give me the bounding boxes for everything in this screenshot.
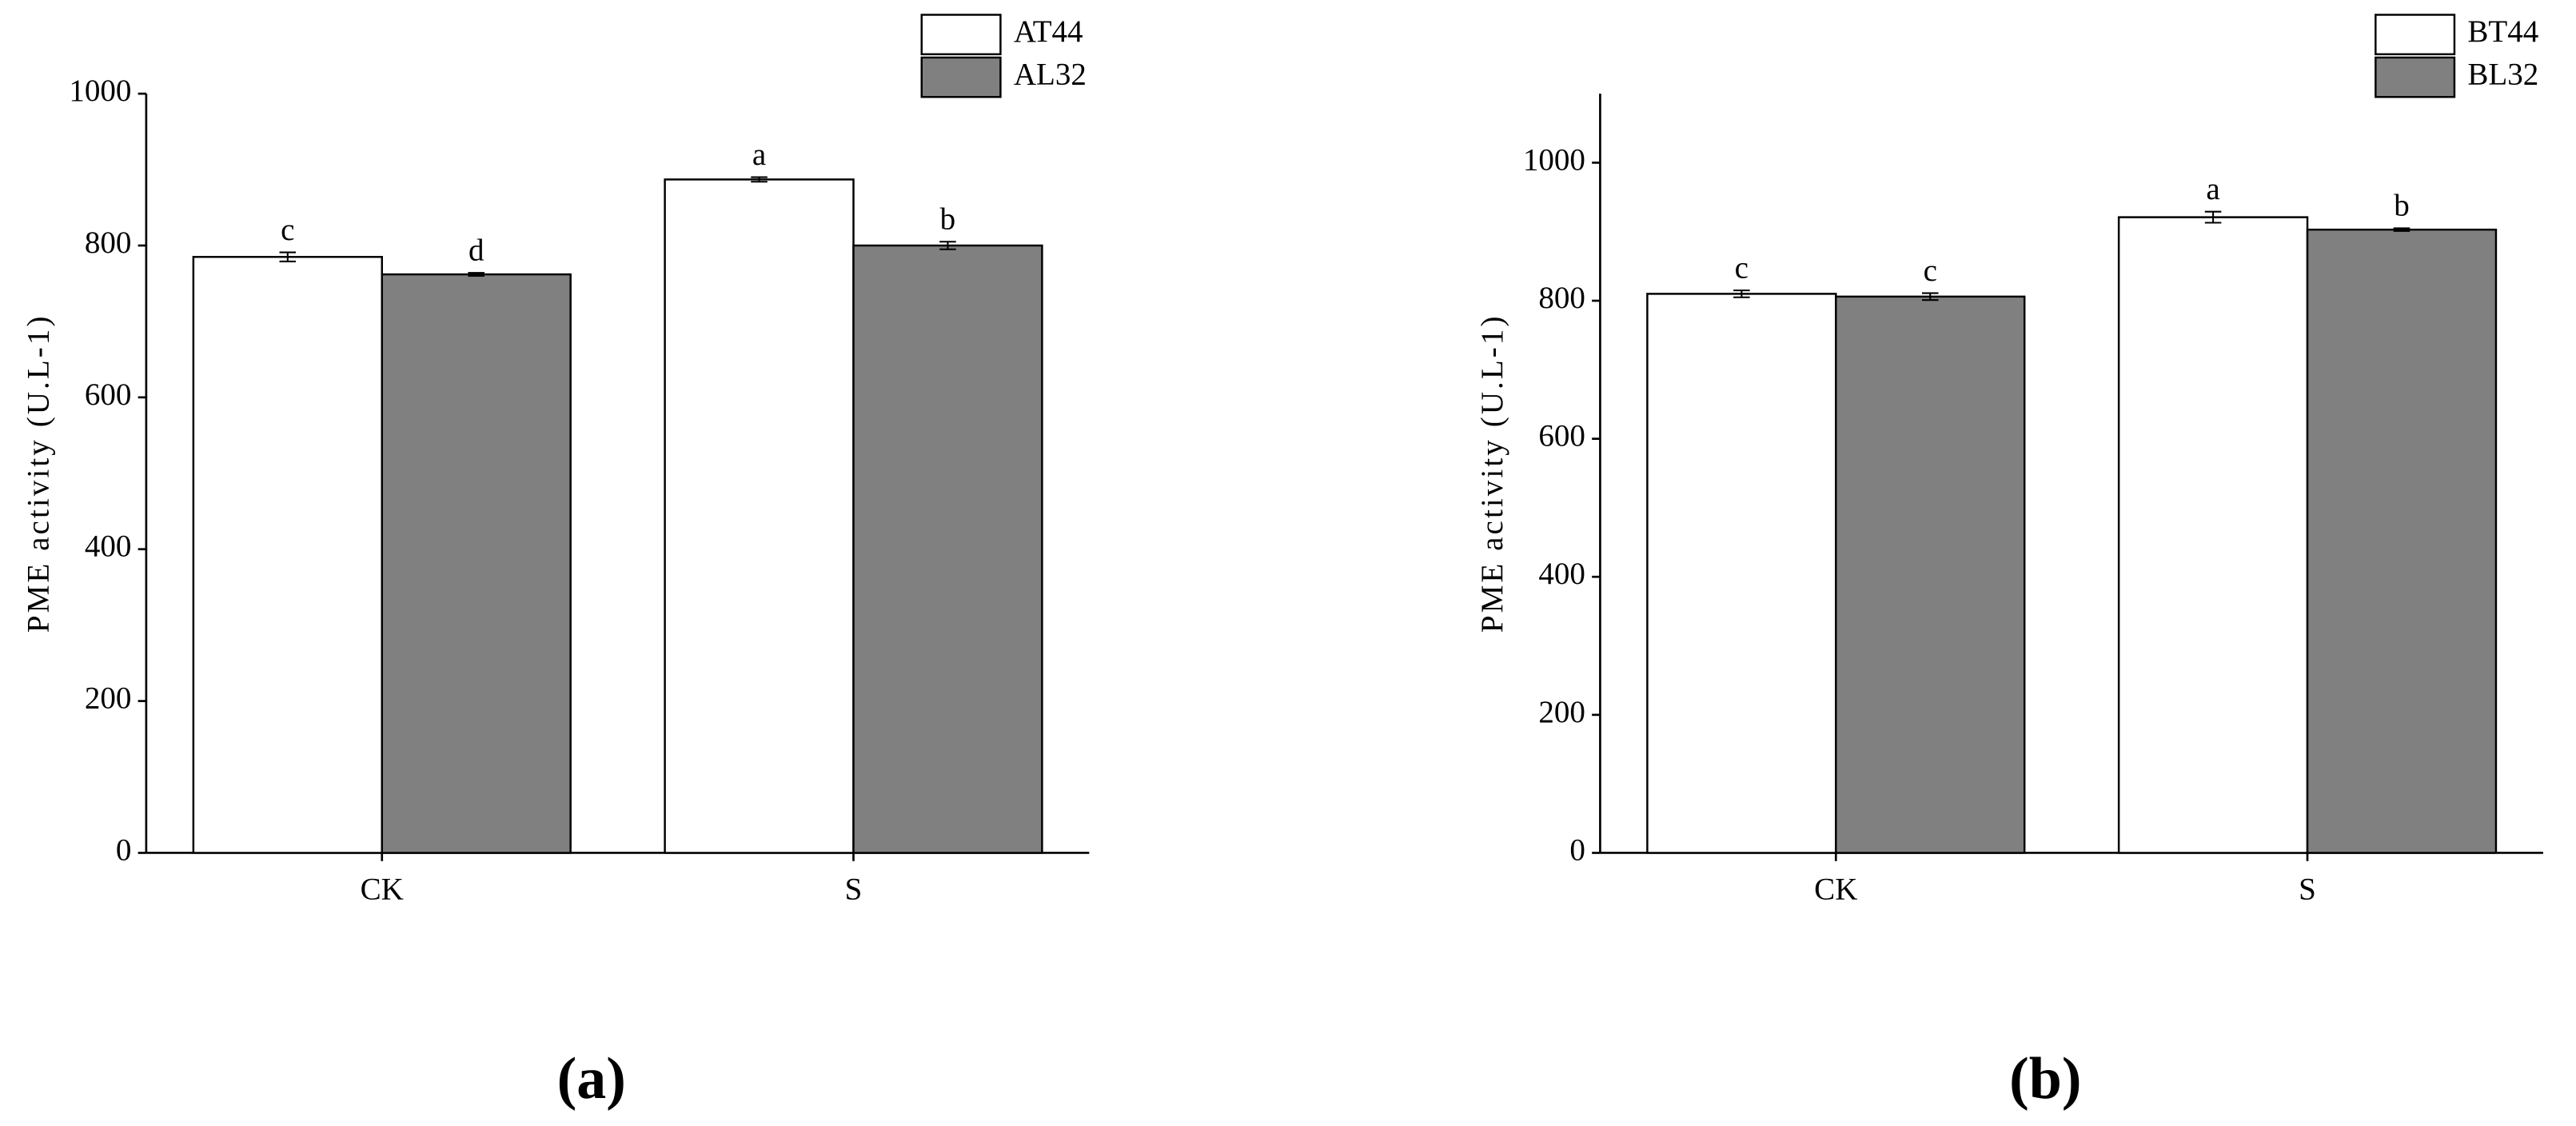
- x-tick-label: S: [2299, 872, 2316, 907]
- legend-label: AL32: [1014, 58, 1087, 92]
- error-bar: [751, 176, 768, 183]
- x-tick-label: S: [845, 872, 863, 907]
- y-tick-label: 600: [1538, 419, 1585, 453]
- y-tick-label: 800: [85, 226, 132, 260]
- y-tick-label: 1000: [69, 74, 131, 108]
- x-tick-label: CK: [361, 872, 404, 907]
- legend-label: BT44: [2467, 14, 2538, 49]
- x-tick-label: CK: [1814, 872, 1857, 907]
- y-tick-label: 0: [1569, 833, 1585, 867]
- bar: [1646, 293, 1837, 854]
- bar: [2306, 228, 2498, 854]
- y-tick-label: 400: [1538, 557, 1585, 591]
- bar: [2117, 216, 2309, 854]
- significance-label: c: [1924, 254, 1937, 288]
- bar: [852, 244, 1043, 854]
- legend-swatch: [920, 14, 1002, 56]
- error-bar: [939, 241, 956, 250]
- y-tick-label: 200: [85, 681, 132, 716]
- significance-label: c: [281, 213, 294, 247]
- bar: [381, 273, 572, 854]
- y-tick-label: 800: [1538, 281, 1585, 315]
- y-axis-label: PME activity (U.L-1): [1475, 313, 1509, 633]
- legend-label: BL32: [2467, 58, 2538, 92]
- legend-swatch: [2375, 14, 2456, 56]
- significance-label: a: [752, 138, 766, 172]
- significance-label: b: [2394, 189, 2410, 223]
- error-bar: [279, 251, 297, 262]
- panel-label: (b): [2009, 1046, 2081, 1112]
- bar: [1835, 295, 2026, 854]
- y-tick-label: 400: [85, 529, 132, 564]
- legend-swatch: [2375, 56, 2456, 98]
- legend-swatch: [920, 56, 1002, 98]
- error-bar: [2393, 227, 2411, 232]
- significance-label: c: [1735, 250, 1749, 285]
- bar: [192, 256, 383, 854]
- error-bar: [468, 272, 484, 278]
- panel-label: (a): [557, 1046, 626, 1112]
- bar: [664, 178, 855, 854]
- y-tick-label: 0: [116, 833, 132, 867]
- error-bar: [2204, 210, 2222, 224]
- y-tick-label: 200: [1538, 695, 1585, 729]
- significance-label: b: [940, 202, 956, 237]
- error-bar: [1921, 292, 1939, 301]
- legend-label: AT44: [1014, 14, 1083, 49]
- y-tick-label: 1000: [1523, 142, 1585, 177]
- significance-label: a: [2206, 172, 2219, 206]
- error-bar: [1733, 289, 1750, 298]
- y-axis-label: PME activity (U.L-1): [21, 313, 55, 633]
- y-tick-label: 600: [85, 377, 132, 412]
- significance-label: d: [469, 233, 484, 267]
